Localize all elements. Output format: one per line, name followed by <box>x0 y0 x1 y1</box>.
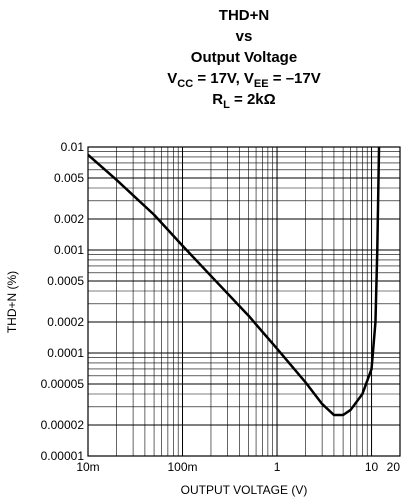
y-tick-label: 0.001 <box>54 243 84 257</box>
title-subscript: EE <box>254 78 269 90</box>
title-subscript: CC <box>177 78 193 90</box>
y-tick-label: 0.01 <box>61 140 85 154</box>
chart-title: VCC = 17V, VEE = –17V <box>167 70 320 90</box>
title-text: = 17V, V <box>193 70 254 87</box>
chart-title: THD+N <box>219 7 269 24</box>
y-tick-label: 0.00005 <box>41 377 85 391</box>
x-tick-label: 100m <box>168 460 198 474</box>
title-subscript: L <box>223 99 230 111</box>
title-text: = –17V <box>269 70 321 87</box>
title-text: V <box>167 70 177 87</box>
title-text: Output Voltage <box>191 49 297 66</box>
x-axis-label: OUTPUT VOLTAGE (V) <box>181 483 308 497</box>
y-tick-label: 0.0005 <box>47 274 84 288</box>
title-text: THD+N <box>219 7 269 24</box>
title-text: vs <box>236 28 253 45</box>
y-tick-label: 0.00001 <box>41 449 85 463</box>
y-tick-label: 0.00002 <box>41 418 85 432</box>
title-text: = 2kΩ <box>230 91 276 108</box>
chart-title: vs <box>236 28 253 45</box>
y-tick-label: 0.002 <box>54 212 84 226</box>
x-tick-label: 20 <box>387 460 401 474</box>
x-tick-label: 10 <box>365 460 379 474</box>
x-tick-label: 10m <box>76 460 99 474</box>
y-axis-label: THD+N (%) <box>5 271 19 333</box>
chart-title: RL = 2kΩ <box>212 91 275 111</box>
data-line <box>88 146 381 417</box>
y-tick-label: 0.005 <box>54 171 84 185</box>
plot-frame <box>87 146 401 457</box>
title-text: R <box>212 91 223 108</box>
y-tick-label: 0.0002 <box>47 315 84 329</box>
x-tick-label: 1 <box>274 460 281 474</box>
y-tick-label: 0.0001 <box>47 346 84 360</box>
chart-title: Output Voltage <box>191 49 297 66</box>
